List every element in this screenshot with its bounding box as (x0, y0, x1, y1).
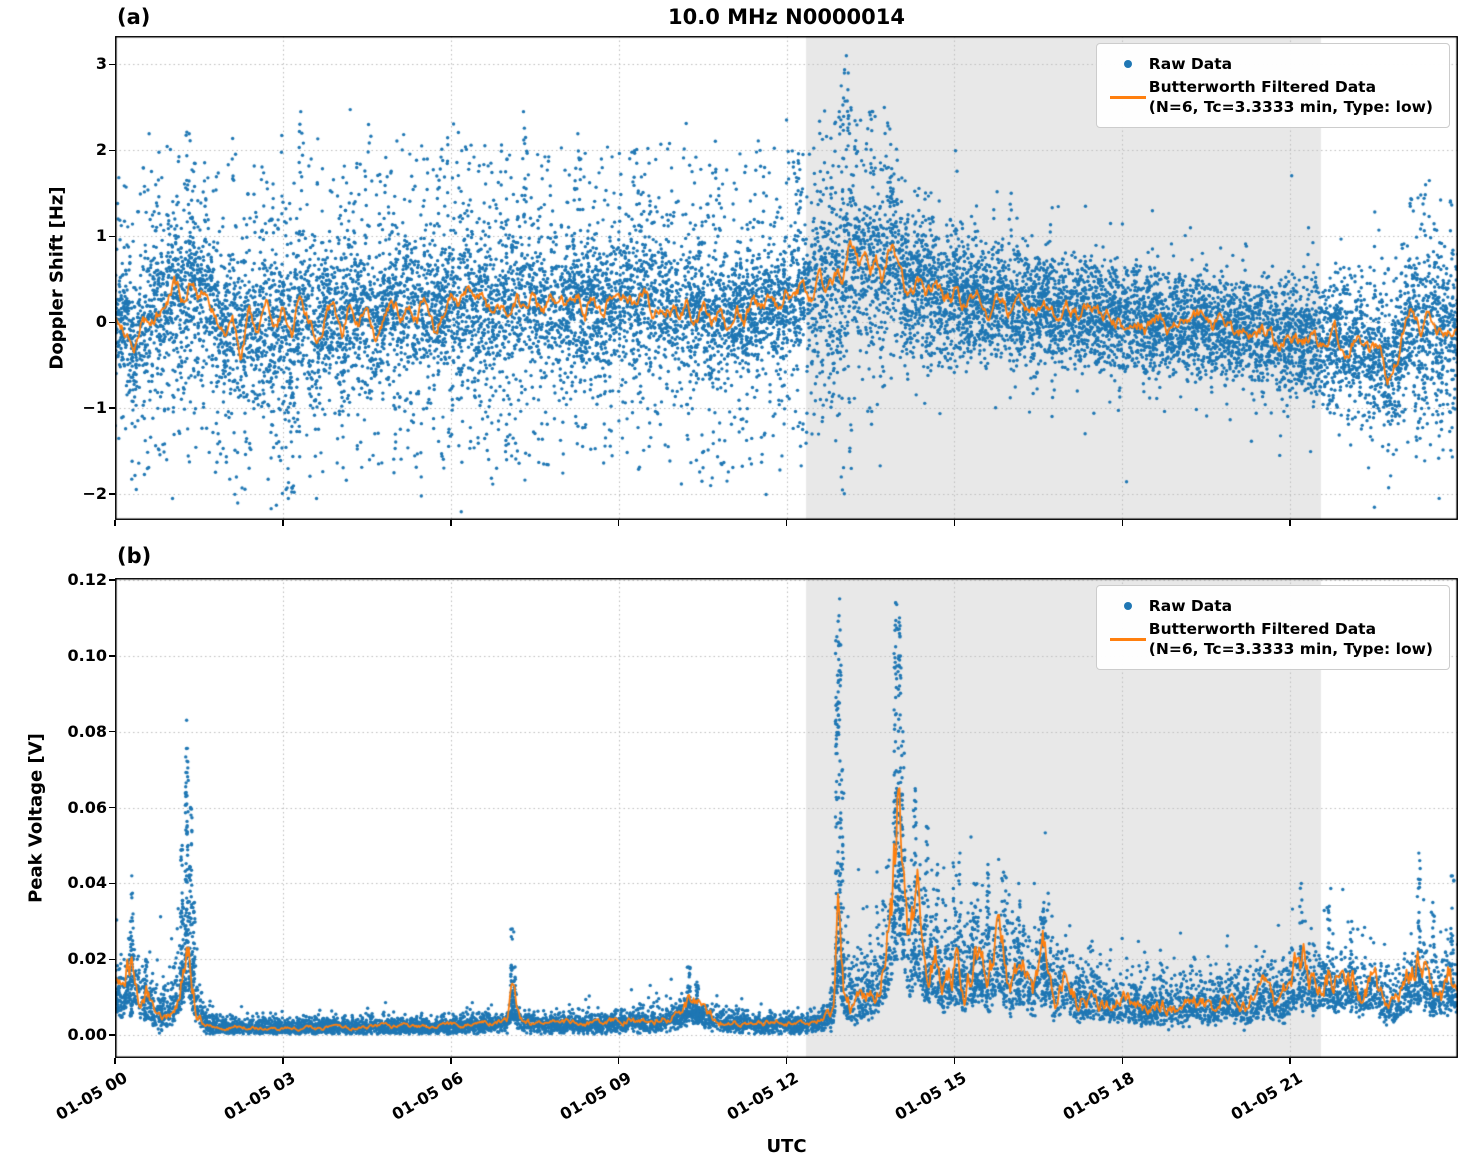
x-tick-label: 01-05 12 (724, 1068, 802, 1124)
legend-raw-entry: Raw Data (1107, 54, 1433, 74)
y-tick-mark (109, 149, 115, 152)
y-tick-label: 2 (95, 140, 107, 160)
legend-filtered-label: Butterworth Filtered Data (N=6, Tc=3.333… (1149, 619, 1433, 659)
x-tick-label: 01-05 06 (388, 1068, 467, 1124)
panel-b-label: (b) (117, 544, 152, 568)
legend-filtered-label-line1: Butterworth Filtered Data (1148, 620, 1377, 638)
legend-raw-label: Raw Data (1148, 597, 1233, 615)
y-tick-label: 0.04 (67, 873, 107, 893)
y-tick-mark (109, 730, 115, 733)
y-tick-mark (109, 579, 115, 581)
legend-filtered-entry: Butterworth Filtered Data (N=6, Tc=3.333… (1107, 77, 1433, 117)
x-axis-label: UTC (766, 1136, 807, 1157)
y-tick-label: 0.02 (67, 949, 107, 969)
legend-raw-entry: Raw Data (1107, 596, 1433, 616)
x-tick-mark (114, 1058, 116, 1064)
panel-a-plot-area: Raw Data Butterworth Filtered Data (N=6,… (115, 36, 1458, 520)
panel-b-legend: Raw Data Butterworth Filtered Data (N=6,… (1095, 585, 1450, 670)
panel-a-legend: Raw Data Butterworth Filtered Data (N=6,… (1095, 43, 1450, 128)
x-tick-label: 01-05 00 (52, 1068, 131, 1124)
raw-data-marker (1107, 602, 1149, 610)
y-tick-label: 0.08 (67, 721, 107, 741)
x-tick-mark (450, 520, 452, 526)
filtered-line-marker (1107, 95, 1149, 99)
panel-a-label: (a) (117, 5, 151, 29)
y-tick-label: 1 (95, 226, 107, 246)
panel-a-ylabel: Doppler Shift [Hz] (46, 186, 68, 370)
y-tick-mark (109, 655, 115, 657)
panel-b-plot-area: Raw Data Butterworth Filtered Data (N=6,… (115, 578, 1458, 1058)
y-tick-label: −1 (82, 398, 107, 418)
y-tick-label: 0.10 (67, 645, 107, 665)
y-tick-label: 0.12 (67, 569, 107, 589)
x-tick-mark (1121, 1058, 1123, 1064)
x-tick-mark (450, 1058, 452, 1064)
legend-filtered-label-line1: Butterworth Filtered Data (1148, 78, 1377, 96)
x-tick-label: 01-05 09 (556, 1068, 635, 1124)
y-tick-mark (109, 321, 115, 324)
x-tick-mark (282, 1058, 284, 1064)
legend-filtered-label: Butterworth Filtered Data (N=6, Tc=3.333… (1149, 77, 1433, 117)
x-tick-label: 01-05 03 (220, 1068, 299, 1124)
raw-data-marker (1107, 60, 1149, 68)
x-tick-mark (953, 1058, 956, 1064)
y-tick-mark (109, 958, 115, 961)
x-tick-mark (785, 520, 788, 526)
y-tick-mark (109, 407, 115, 409)
chart-title: 10.0 MHz N0000014 (668, 5, 905, 29)
x-tick-mark (785, 1058, 788, 1064)
legend-filtered-entry: Butterworth Filtered Data (N=6, Tc=3.333… (1107, 619, 1433, 659)
y-tick-mark (109, 63, 115, 66)
y-tick-label: 0.00 (67, 1025, 107, 1045)
y-tick-mark (109, 882, 115, 885)
x-tick-mark (1121, 520, 1123, 526)
x-tick-mark (953, 520, 956, 526)
y-tick-mark (109, 806, 115, 809)
y-tick-label: 3 (95, 54, 107, 74)
y-tick-label: 0.06 (67, 797, 107, 817)
filtered-line-marker (1107, 637, 1149, 641)
x-tick-mark (617, 1058, 620, 1064)
y-tick-mark (109, 493, 115, 495)
y-tick-mark (109, 235, 115, 238)
x-tick-mark (1289, 520, 1291, 526)
y-tick-label: −2 (82, 484, 107, 504)
x-tick-mark (617, 520, 620, 526)
x-tick-label: 01-05 21 (1227, 1068, 1306, 1124)
x-tick-label: 01-05 15 (891, 1068, 970, 1124)
legend-raw-label: Raw Data (1148, 55, 1233, 73)
x-tick-mark (114, 520, 116, 526)
y-tick-label: 0 (95, 312, 107, 332)
x-tick-mark (1289, 1058, 1291, 1064)
x-tick-label: 01-05 18 (1059, 1068, 1138, 1124)
x-tick-mark (282, 520, 284, 526)
y-tick-mark (109, 1034, 115, 1036)
legend-filtered-label-line2: (N=6, Tc=3.3333 min, Type: low) (1148, 640, 1433, 658)
legend-filtered-label-line2: (N=6, Tc=3.3333 min, Type: low) (1148, 98, 1433, 116)
